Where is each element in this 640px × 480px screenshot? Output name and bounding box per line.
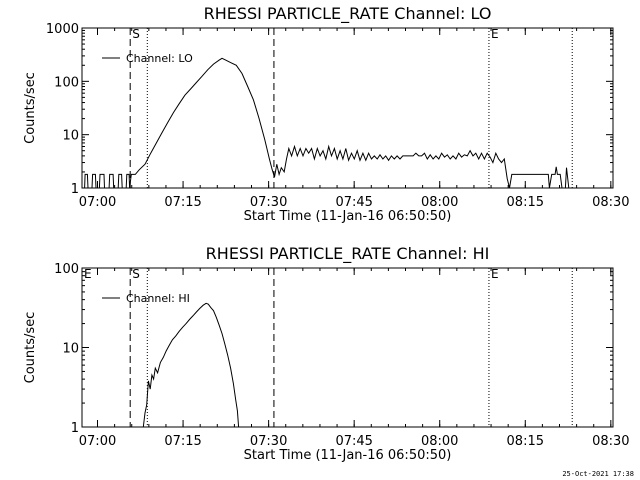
chart-title: RHESSI PARTICLE_RATE Channel: LO — [204, 4, 492, 24]
x-tick-label: 07:30 — [250, 195, 287, 210]
x-tick-label: 07:45 — [335, 434, 372, 449]
x-tick-label: 07:15 — [164, 434, 201, 449]
x-tick-label: 07:30 — [250, 434, 287, 449]
x-axis-label: Start Time (11-Jan-16 06:50:50) — [244, 209, 452, 224]
x-tick-label: 08:00 — [421, 195, 458, 210]
time-marker-label: S — [132, 267, 140, 281]
x-tick-label: 07:00 — [79, 434, 116, 449]
time-marker-label: E — [84, 267, 92, 281]
y-tick-label: 10 — [62, 342, 79, 357]
x-tick-label: 07:15 — [164, 195, 201, 210]
chart-hi: RHESSI PARTICLE_RATE Channel: HI 07:00 07:… — [23, 244, 630, 463]
series-line-0 — [82, 57, 572, 189]
time-marker-label: S — [132, 27, 140, 41]
x-tick-label: 08:30 — [592, 434, 629, 449]
chart-lo: RHESSI PARTICLE_RATE Channel: LO 07:00 07:… — [23, 4, 630, 224]
x-tick-label: 07:00 — [79, 195, 116, 210]
y-tick-label: 1 — [71, 421, 79, 436]
time-marker-label: E — [491, 267, 499, 281]
x-tick-label: 07:45 — [335, 195, 372, 210]
timestamp-footer: 25-Oct-2021 17:38 — [562, 470, 634, 478]
legend-label: Channel: HI — [126, 292, 190, 305]
time-marker-label: E — [491, 27, 499, 41]
y-tick-label: 1000 — [46, 22, 79, 37]
x-tick-label: 08:15 — [507, 434, 544, 449]
plot-frame — [81, 27, 614, 189]
y-axis-label: Counts/sec — [23, 312, 38, 384]
y-tick-label: 100 — [54, 75, 79, 90]
chart-title: RHESSI PARTICLE_RATE Channel: HI — [206, 244, 490, 264]
x-tick-label: 08:15 — [507, 195, 544, 210]
y-axis-label: Counts/sec — [23, 72, 38, 144]
series-line-0 — [142, 302, 240, 428]
x-axis-label: Start Time (11-Jan-16 06:50:50) — [244, 448, 452, 463]
x-tick-label: 08:30 — [592, 195, 629, 210]
x-tick-label: 08:00 — [421, 434, 458, 449]
legend-label: Channel: LO — [126, 52, 193, 65]
y-tick-label: 10 — [62, 129, 79, 144]
y-tick-label: 1 — [71, 182, 79, 197]
y-tick-label: 100 — [54, 262, 79, 277]
